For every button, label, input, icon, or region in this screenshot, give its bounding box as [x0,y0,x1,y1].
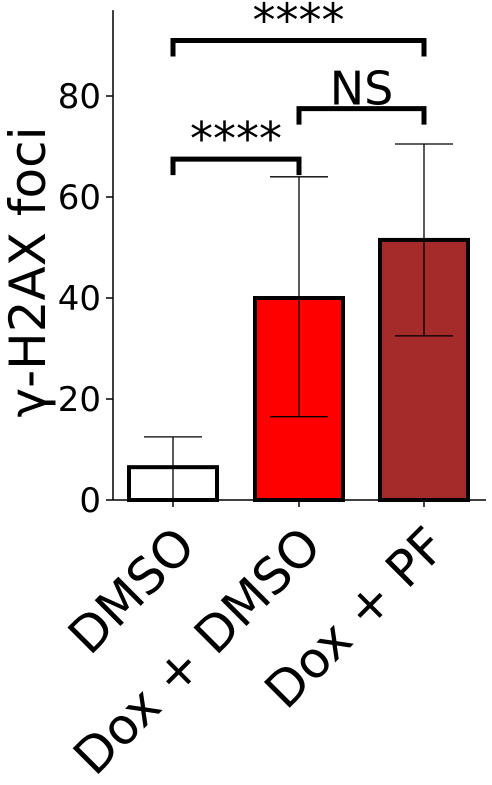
significance-label-1: **** [190,112,282,166]
y-tick-label-0: 0 [79,481,101,521]
y-tick-label-60: 60 [58,178,101,218]
significance-label-2: NS [330,62,394,116]
significance-layer: **** NS **** [170,0,427,176]
error-bars-layer [144,143,453,500]
y-axis-title: γ-H2AX foci [0,127,57,418]
y-tick-label-80: 80 [58,77,101,117]
significance-bracket-3 [170,37,427,57]
y-tick-label-20: 20 [58,380,101,420]
significance-label-3: **** [253,0,345,47]
significance-bracket-2 [296,106,427,125]
y-tick-label-40: 40 [58,279,101,319]
significance-bracket-1 [170,156,302,176]
